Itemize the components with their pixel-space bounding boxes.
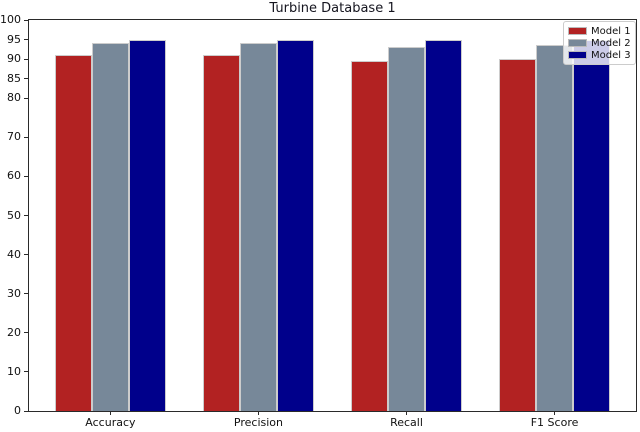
y-tick-mark — [24, 58, 28, 60]
y-tick-label: 10 — [7, 364, 21, 378]
y-tick-mark — [24, 39, 28, 41]
y-tick-label: 85 — [7, 71, 21, 85]
y-tick-label: 80 — [7, 91, 21, 105]
y-tick-mark — [24, 371, 28, 373]
x-tick-mark — [406, 411, 408, 415]
y-tick-mark — [24, 175, 28, 177]
legend-label: Model 2 — [591, 37, 631, 49]
bar-model-1-f1-score — [499, 59, 537, 411]
y-tick-label: 40 — [7, 247, 21, 261]
legend-swatch-icon — [568, 27, 587, 35]
plot-area: 0 10 20 30 40 50 60 70 80 85 90 95 100 Accuracy Precis… — [0, 14, 637, 429]
y-tick-mark — [24, 78, 28, 80]
legend-swatch-icon — [568, 39, 587, 47]
y-tick-label: 20 — [7, 325, 21, 339]
x-tick-mark — [554, 411, 556, 415]
y-tick-mark — [24, 293, 28, 295]
legend-item-model-2: Model 2 — [568, 38, 631, 49]
bar-model-1-recall — [351, 61, 388, 411]
y-tick-label: 70 — [7, 130, 21, 144]
x-tick-label-f1-score: F1 Score — [530, 416, 579, 429]
legend-item-model-3: Model 3 — [568, 50, 631, 61]
x-tick-label-precision: Precision — [233, 416, 284, 429]
y-tick-label: 90 — [7, 52, 21, 66]
bar-model-2-f1-score — [536, 45, 574, 411]
y-tick-label: 30 — [7, 286, 21, 300]
y-tick-mark — [24, 215, 28, 216]
y-tick-mark — [24, 97, 28, 99]
legend-label: Model 3 — [591, 49, 631, 61]
bar-model-3-f1-score — [573, 39, 611, 411]
bar-model-2-accuracy — [91, 43, 129, 411]
legend-label: Model 1 — [591, 25, 631, 37]
x-tick-label-recall: Recall — [390, 416, 423, 429]
bar-model-1-precision — [202, 55, 240, 411]
legend-item-model-1: Model 1 — [568, 26, 631, 37]
y-tick-label: 50 — [7, 208, 21, 222]
y-tick-mark — [24, 410, 28, 412]
bar-model-3-accuracy — [128, 39, 166, 411]
y-tick-label: 100 — [0, 13, 21, 26]
y-tick-label: 95 — [7, 32, 21, 46]
bar-model-2-precision — [239, 43, 277, 411]
y-tick-mark — [24, 19, 28, 21]
legend-swatch-icon — [568, 51, 587, 59]
y-tick-label: 0 — [14, 404, 21, 417]
y-tick-label: 60 — [7, 169, 21, 183]
x-tick-label-accuracy: Accuracy — [85, 416, 136, 429]
bar-model-3-recall — [425, 39, 463, 411]
bar-model-1-accuracy — [54, 55, 92, 411]
x-tick-mark — [109, 411, 111, 415]
chart-title: Turbine Database 1 — [269, 1, 396, 16]
y-tick-mark — [24, 136, 28, 138]
y-tick-mark — [24, 332, 28, 334]
y-tick-mark — [24, 254, 28, 256]
x-tick-mark — [257, 411, 259, 415]
legend: Model 1 Model 2 Model 3 — [563, 21, 636, 65]
bar-model-3-precision — [276, 39, 314, 411]
bar-model-2-recall — [388, 47, 426, 411]
